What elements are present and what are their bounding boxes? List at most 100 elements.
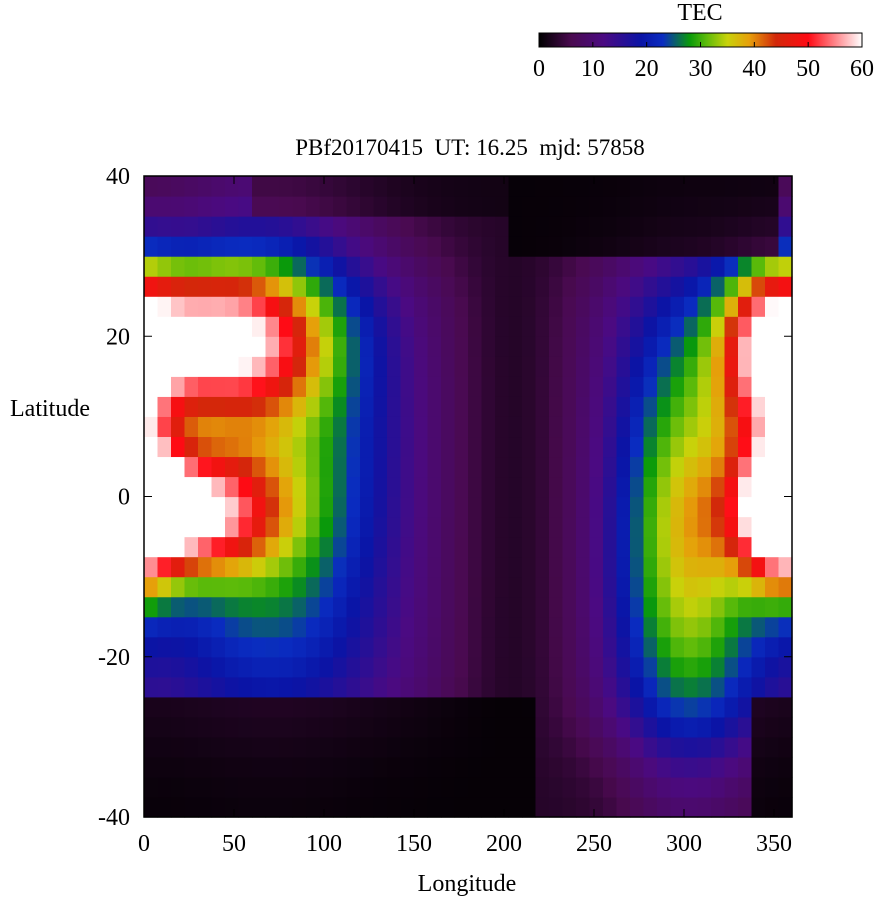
heatmap-cell (616, 276, 631, 297)
heatmap-cell (576, 356, 591, 377)
heatmap-cell (157, 736, 172, 758)
heatmap-cell (252, 216, 267, 237)
heatmap-cell (562, 396, 577, 417)
heatmap-cell (778, 716, 793, 738)
heatmap-cell (603, 476, 618, 498)
heatmap-cell (346, 216, 361, 237)
heatmap-cell (198, 316, 213, 337)
heatmap-cell (576, 256, 591, 277)
heatmap-cell (522, 676, 537, 698)
heatmap-cell (778, 516, 793, 538)
heatmap-cell (522, 576, 537, 598)
heatmap-cell (238, 196, 253, 217)
y-tick-label: 20 (106, 324, 130, 350)
heatmap-cell (414, 416, 429, 438)
heatmap-cell (643, 396, 658, 417)
heatmap-cell (333, 296, 348, 317)
heatmap-cell (508, 416, 523, 438)
heatmap-cell (616, 576, 631, 598)
heatmap-cell (738, 196, 753, 217)
heatmap-cell (481, 416, 496, 438)
heatmap-cell (238, 456, 253, 478)
heatmap-cell (387, 196, 402, 217)
heatmap-cell (198, 576, 213, 598)
heatmap-cell (306, 636, 321, 658)
heatmap-cell (549, 256, 564, 277)
heatmap-cell (441, 376, 456, 397)
heatmap-cell (535, 796, 550, 818)
heatmap-cell (508, 756, 523, 778)
heatmap-cell (711, 376, 726, 397)
heatmap-cell (225, 516, 240, 538)
heatmap-cell (711, 496, 726, 518)
heatmap-cell (400, 636, 415, 658)
heatmap-cell (711, 716, 726, 738)
heatmap-cell (333, 576, 348, 598)
heatmap-cell (468, 496, 483, 518)
heatmap-cell (360, 456, 375, 478)
heatmap-cell (616, 256, 631, 277)
heatmap-cell (441, 236, 456, 257)
heatmap-cell (441, 196, 456, 217)
heatmap-cell (306, 596, 321, 618)
heatmap-cell (400, 296, 415, 317)
heatmap-cell (535, 616, 550, 638)
heatmap-cell (225, 496, 240, 518)
heatmap-cell (225, 796, 240, 818)
heatmap-cell (724, 656, 739, 678)
heatmap-cell (738, 236, 753, 257)
heatmap-cell (670, 796, 685, 818)
heatmap-cell (171, 556, 186, 578)
heatmap-cell (414, 556, 429, 578)
heatmap-cell (292, 236, 307, 257)
heatmap-cell (279, 236, 294, 257)
heatmap-cell (265, 656, 280, 678)
heatmap-cell (643, 636, 658, 658)
heatmap-cell (522, 616, 537, 638)
heatmap-cell (765, 456, 780, 478)
heatmap-cell (751, 336, 766, 357)
heatmap-cell (184, 576, 199, 598)
heatmap-cell (360, 636, 375, 658)
heatmap-cell (576, 756, 591, 778)
heatmap-cell (333, 796, 348, 818)
heatmap-cell (144, 436, 159, 458)
heatmap-cell (319, 796, 334, 818)
heatmap-cell (495, 756, 510, 778)
heatmap-cell (562, 796, 577, 818)
heatmap-cell (211, 496, 226, 518)
heatmap-cell (670, 236, 685, 257)
heatmap-cell (225, 536, 240, 558)
heatmap-cell (414, 456, 429, 478)
heatmap-cell (711, 276, 726, 297)
heatmap-cell (387, 576, 402, 598)
heatmap-cell (508, 276, 523, 297)
heatmap-cell (697, 196, 712, 217)
heatmap-cell (373, 436, 388, 458)
heatmap-cell (238, 676, 253, 698)
heatmap-cell (441, 456, 456, 478)
heatmap-cell (211, 656, 226, 678)
heatmap-cell (535, 556, 550, 578)
heatmap-cell (751, 216, 766, 237)
heatmap-cell (292, 256, 307, 277)
heatmap-cell (495, 696, 510, 718)
heatmap-cell (171, 636, 186, 658)
heatmap-cell (265, 676, 280, 698)
heatmap-cell (306, 536, 321, 558)
heatmap-cell (373, 576, 388, 598)
heatmap-cell (495, 276, 510, 297)
heatmap-cell (670, 456, 685, 478)
heatmap-cell (535, 236, 550, 257)
heatmap-cell (306, 616, 321, 638)
heatmap-cell (616, 656, 631, 678)
heatmap-cell (225, 636, 240, 658)
heatmap-cell (697, 616, 712, 638)
heatmap-cell (576, 676, 591, 698)
heatmap-cell (589, 556, 604, 578)
heatmap-cell (306, 196, 321, 217)
heatmap-cell (697, 496, 712, 518)
heatmap-cell (576, 476, 591, 498)
heatmap-cell (387, 456, 402, 478)
heatmap-cell (400, 356, 415, 377)
